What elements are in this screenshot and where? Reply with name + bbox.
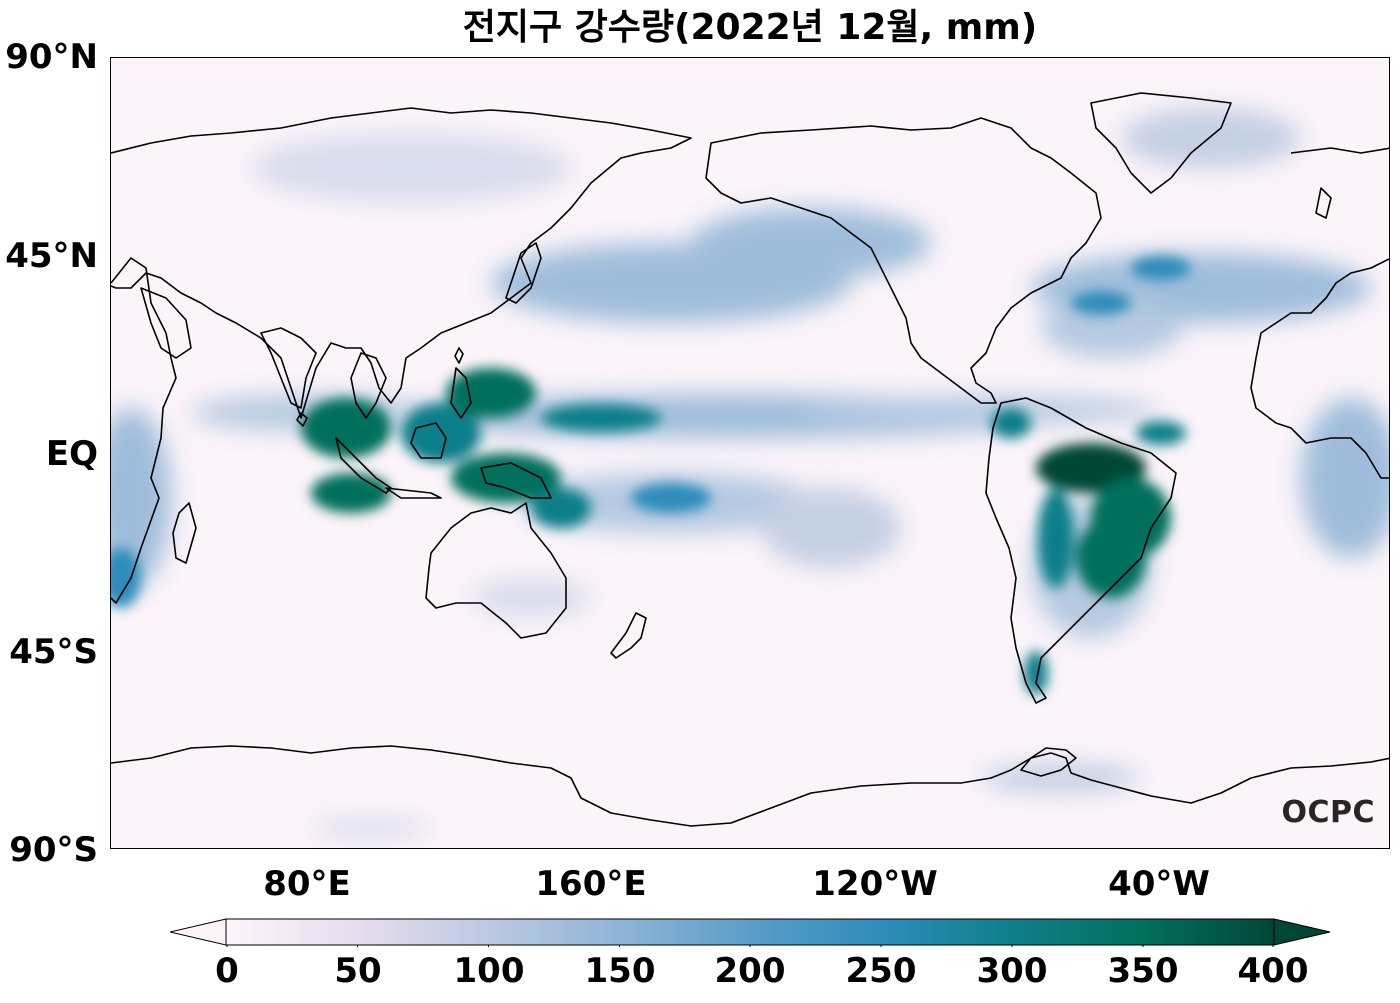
lon-label-80e: 80°E [263,864,351,904]
lat-label-eq: EQ [45,434,98,474]
lon-label-120w: 120°W [812,864,938,904]
precipitation-field-light [111,108,1389,838]
colorbar-tick-250: 250 [845,951,917,991]
lat-label-45s: 45°S [9,632,98,672]
ocpc-watermark: OCPC [1281,795,1375,830]
colorbar-tick-350: 350 [1107,951,1179,991]
colorbar-tick-400: 400 [1237,951,1309,991]
colorbar-min-extend [170,918,227,946]
lat-label-90n: 90°N [5,37,98,77]
colorbar-tick-50: 50 [334,951,382,991]
precipitation-map: OCPC [110,57,1390,849]
colorbar-tick-0: 0 [215,951,239,991]
colorbar-tick-300: 300 [976,951,1048,991]
precipitation-field-heavy [111,256,1191,695]
lat-label-45n: 45°N [5,236,98,276]
lon-label-40w: 40°W [1108,864,1210,904]
colorbar-tick-100: 100 [453,951,525,991]
colorbar-max-extend [1273,918,1331,946]
coastlines [111,92,1389,827]
map-canvas [111,92,1389,838]
colorbar-tick-200: 200 [714,951,786,991]
colorbar-tick-150: 150 [584,951,656,991]
lat-label-90s: 90°S [9,830,98,870]
colorbar [170,918,1331,947]
lon-label-160e: 160°E [535,864,647,904]
colorbar-ticks [226,945,1274,947]
map-title: 전지구 강수량(2022년 12월, mm) [462,7,1038,48]
colorbar-gradient [225,918,1275,946]
